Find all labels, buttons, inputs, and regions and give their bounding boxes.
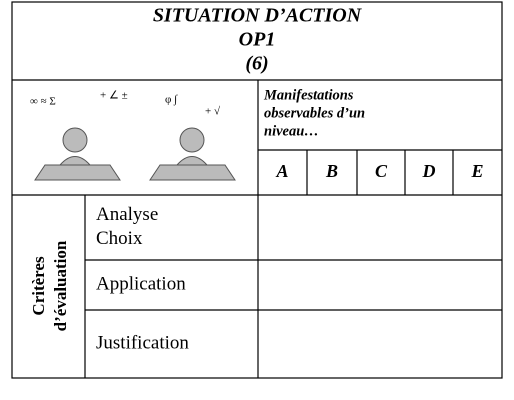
svg-text:φ ∫: φ ∫ (165, 94, 178, 106)
level-label: C (375, 161, 388, 181)
criterion: Justification (96, 332, 189, 353)
svg-text:∞ ≈ Σ: ∞ ≈ Σ (30, 96, 56, 108)
title-line: OP1 (239, 29, 276, 51)
title-line: SITUATION D’ACTION (153, 5, 363, 27)
level-label: B (325, 161, 338, 181)
clip-art: ∞ ≈ Σ + ∠ ± φ ∫ + √ (30, 90, 236, 181)
criteria-label: d’évaluation (51, 240, 70, 331)
criterion: Analyse (96, 204, 158, 225)
svg-text:+ ∠ ±: + ∠ ± (100, 90, 128, 102)
criterion: Application (96, 273, 186, 294)
manifestations-line: niveau… (264, 123, 319, 139)
title-line: (6) (245, 53, 268, 75)
criteria-label: Critères (29, 256, 48, 316)
svg-text:+ √: + √ (205, 106, 221, 118)
level-label: D (422, 161, 436, 181)
table-border (11, 1, 503, 379)
manifestations-line: Manifestations (263, 87, 354, 103)
level-label: A (275, 161, 288, 181)
level-label: E (470, 161, 483, 181)
criterion: Choix (96, 228, 143, 249)
manifestations-line: observables d’un (264, 105, 365, 121)
